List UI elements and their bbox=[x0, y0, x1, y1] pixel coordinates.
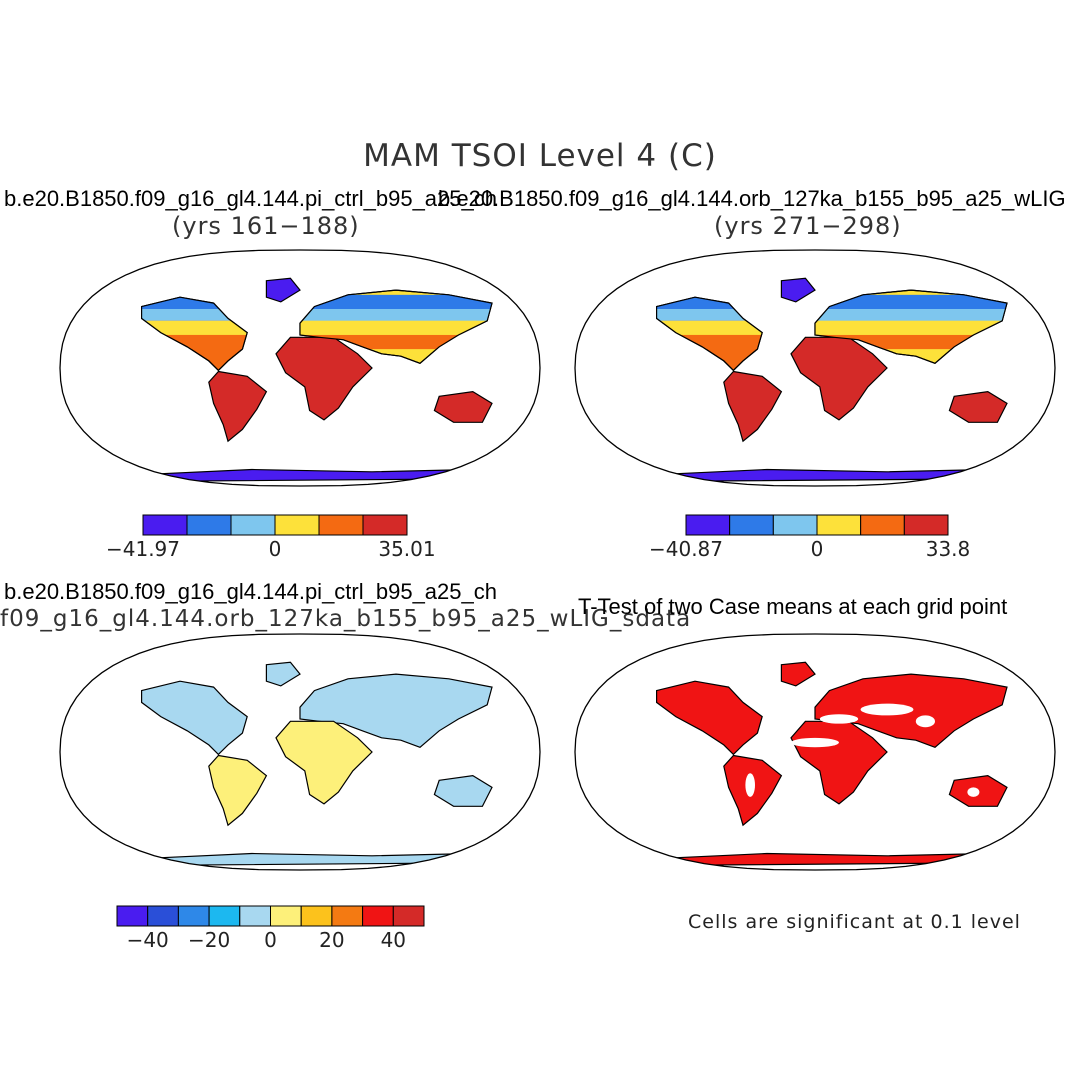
case1-colorbar-label-0: −41.97 bbox=[106, 537, 180, 561]
diff-colorbar-swatch-2 bbox=[177, 905, 210, 927]
case1-region-af bbox=[275, 336, 373, 421]
case2-colorbar: −40.87 0 33.8 bbox=[649, 514, 971, 561]
case1-years: (yrs 161−188) bbox=[172, 212, 360, 240]
diff-colorbar: −40 −20 0 20 40 bbox=[116, 905, 425, 952]
case1-region-an bbox=[150, 468, 474, 482]
diff-region-af bbox=[275, 720, 373, 805]
case1-colorbar-label-1: 0 bbox=[269, 537, 282, 561]
case2-title: b.e20.B1850.f09_g16_gl4.144.orb_127ka_b1… bbox=[438, 186, 1066, 211]
case2-map-frame bbox=[574, 249, 1056, 487]
case1-colorbar-swatch-1 bbox=[186, 514, 232, 536]
case2-colorbar-swatch-1 bbox=[729, 514, 774, 536]
diff-colorbar-label-2: 0 bbox=[264, 928, 277, 952]
case2-colorbar-label-2: 33.8 bbox=[926, 537, 971, 561]
diff-colorbar-swatch-6 bbox=[300, 905, 333, 927]
case2-region-af bbox=[790, 336, 888, 421]
ttest-region-af bbox=[790, 720, 888, 805]
diff-map-frame bbox=[59, 633, 541, 871]
diff-colorbar-swatch-3 bbox=[208, 905, 241, 927]
case1-region-sa bbox=[208, 370, 268, 443]
diff-colorbar-swatch-1 bbox=[147, 905, 179, 927]
diff-region-sa bbox=[208, 754, 268, 827]
case2-colorbar-swatch-2 bbox=[772, 514, 818, 536]
diff-colorbar-label-4: 40 bbox=[381, 928, 406, 952]
diff-colorbar-swatch-5 bbox=[270, 905, 302, 927]
case1-colorbar-swatch-2 bbox=[230, 514, 276, 536]
ttest-nonsig-patch-0 bbox=[819, 714, 859, 724]
case1-colorbar-swatch-4 bbox=[318, 514, 364, 536]
case2-region-sa bbox=[723, 370, 783, 443]
case2-band-1 bbox=[656, 309, 1007, 321]
diff-colorbar-label-0: −40 bbox=[127, 928, 169, 952]
diff-map bbox=[59, 633, 541, 871]
diff-colorbar-label-3: 20 bbox=[319, 928, 344, 952]
case2-band-0 bbox=[656, 294, 1007, 309]
ttest-nonsig-patch-1 bbox=[860, 703, 914, 716]
ttest-nonsig-patch-2 bbox=[791, 737, 839, 748]
diff-region-na bbox=[141, 680, 248, 756]
diff-colorbar-swatch-4 bbox=[239, 905, 272, 927]
ttest-region-na bbox=[656, 680, 763, 756]
figure-title: MAM TSOI Level 4 (C) bbox=[363, 138, 717, 174]
ttest-nonsig-patch-4 bbox=[915, 715, 936, 728]
diff-colorbar-swatch-0 bbox=[116, 905, 149, 927]
case1-region-gl bbox=[265, 277, 301, 303]
diff-region-an bbox=[150, 852, 474, 866]
case2-region-an bbox=[665, 468, 989, 482]
case2-colorbar-swatch-0 bbox=[685, 514, 731, 536]
ttest-map-frame bbox=[574, 633, 1056, 871]
case2-years: (yrs 271−298) bbox=[714, 212, 902, 240]
case2-colorbar-label-0: −40.87 bbox=[649, 537, 723, 561]
diff-colorbar-label-1: −20 bbox=[188, 928, 230, 952]
case1-colorbar-label-2: 35.01 bbox=[378, 537, 435, 561]
case2-map bbox=[574, 249, 1056, 487]
case2-colorbar-swatch-4 bbox=[860, 514, 905, 536]
diff-title-line2: f09_g16_gl4.144.orb_127ka_b155_b95_a25_w… bbox=[0, 606, 692, 632]
case1-colorbar-swatch-5 bbox=[362, 514, 408, 536]
ttest-nonsig-patch-5 bbox=[967, 787, 980, 797]
case1-band-0 bbox=[141, 294, 492, 309]
diff-colorbar-swatch-9 bbox=[392, 905, 425, 927]
case1-map bbox=[59, 249, 541, 487]
case1-region-au bbox=[433, 390, 493, 423]
case1-band-1 bbox=[141, 309, 492, 321]
ttest-land bbox=[656, 661, 1008, 866]
case1-title: b.e20.B1850.f09_g16_gl4.144.pi_ctrl_b95_… bbox=[4, 186, 497, 211]
case1-colorbar: −41.97 0 35.01 bbox=[106, 514, 436, 561]
case2-coast-na bbox=[656, 296, 763, 372]
case1-map-frame bbox=[59, 249, 541, 487]
diff-colorbar-swatch-7 bbox=[331, 905, 364, 927]
diff-land bbox=[141, 661, 493, 866]
diff-title-line1: b.e20.B1850.f09_g16_gl4.144.pi_ctrl_b95_… bbox=[4, 579, 497, 604]
case2-land bbox=[656, 277, 1008, 482]
case1-colorbar-swatch-3 bbox=[274, 514, 320, 536]
case1-band-2 bbox=[141, 320, 492, 335]
case2-colorbar-swatch-3 bbox=[816, 514, 862, 536]
case2-region-gl bbox=[780, 277, 816, 303]
case1-coast-eu bbox=[299, 289, 493, 364]
ttest-region-an bbox=[665, 852, 989, 866]
ttest-region-gl bbox=[780, 661, 816, 687]
diff-colorbar-swatch-8 bbox=[362, 905, 394, 927]
ttest-title: T-Test of two Case means at each grid po… bbox=[578, 594, 1008, 619]
case2-coast-eu bbox=[814, 289, 1008, 364]
ttest-note: Cells are significant at 0.1 level bbox=[688, 911, 1021, 933]
case1-land bbox=[141, 277, 493, 482]
case2-colorbar-swatch-5 bbox=[903, 514, 949, 536]
ttest-map bbox=[574, 633, 1056, 871]
case1-coast-na bbox=[141, 296, 248, 372]
case2-band-2 bbox=[656, 320, 1007, 335]
case2-region-au bbox=[948, 390, 1008, 423]
diff-region-gl bbox=[265, 661, 301, 687]
case1-colorbar-swatch-0 bbox=[142, 514, 188, 536]
ttest-nonsig-patch-3 bbox=[745, 773, 755, 797]
diff-region-au bbox=[433, 774, 493, 807]
case2-colorbar-label-1: 0 bbox=[811, 537, 824, 561]
